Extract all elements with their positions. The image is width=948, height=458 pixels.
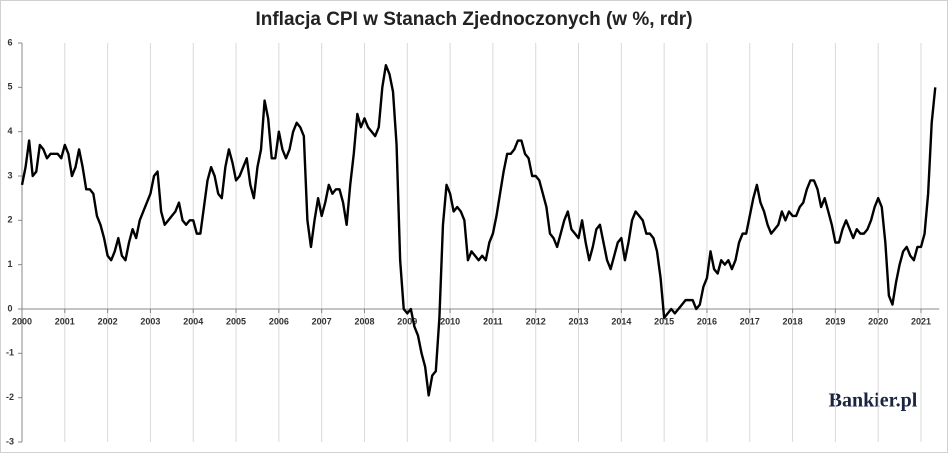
y-tick-label: -1 <box>6 348 14 358</box>
x-tick-label: 2003 <box>140 316 160 326</box>
x-tick-label: 2021 <box>911 316 931 326</box>
x-tick-label: 2019 <box>825 316 845 326</box>
y-tick-label: -2 <box>6 392 14 402</box>
y-tick-label: -3 <box>6 436 14 446</box>
y-tick-label: 4 <box>7 126 12 136</box>
x-tick-label: 2020 <box>868 316 888 326</box>
x-tick-label: 2004 <box>183 316 203 326</box>
y-tick-label: 0 <box>7 303 12 313</box>
x-tick-label: 2010 <box>440 316 460 326</box>
y-tick-label: 6 <box>7 37 12 47</box>
x-tick-label: 2013 <box>569 316 589 326</box>
chart-title: Inflacja CPI w Stanach Zjednoczonych (w … <box>255 9 692 30</box>
y-tick-label: 2 <box>7 215 12 225</box>
x-tick-label: 2009 <box>397 316 417 326</box>
x-tick-label: 2007 <box>312 316 332 326</box>
x-tick-label: 2016 <box>697 316 717 326</box>
x-tick-label: 2008 <box>354 316 374 326</box>
x-tick-label: 2006 <box>269 316 289 326</box>
x-tick-label: 2018 <box>783 316 803 326</box>
x-tick-label: 2015 <box>654 316 674 326</box>
x-tick-label: 2002 <box>98 316 118 326</box>
x-tick-label: 2005 <box>226 316 246 326</box>
y-tick-label: 5 <box>7 82 12 92</box>
x-tick-label: 2017 <box>740 316 760 326</box>
y-tick-label: 3 <box>7 170 12 180</box>
x-tick-label: 2014 <box>611 316 631 326</box>
x-tick-label: 2012 <box>526 316 546 326</box>
watermark: Bankier.pl <box>829 390 918 412</box>
cpi-line <box>20 63 937 397</box>
y-tick-label: 1 <box>7 259 12 269</box>
x-tick-label: 2001 <box>55 316 75 326</box>
x-tick-label: 2011 <box>483 316 503 326</box>
